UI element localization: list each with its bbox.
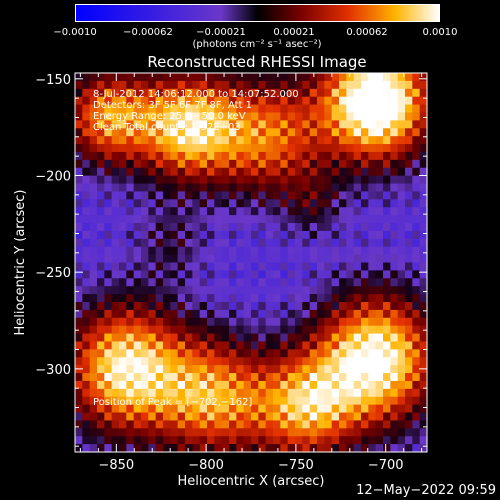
colorbar-gradient [76,5,439,21]
colorbar-tick-label: 0.0010 [422,27,458,38]
x-tick-label: −850 [98,458,134,473]
colorbar [75,4,440,22]
plot-frame [74,72,428,453]
colorbar-units-label: (photons cm⁻² s⁻¹ asec⁻²) [192,39,322,50]
colorbar-tick-label: 0.00062 [346,27,388,38]
y-axis-label: Heliocentric Y (arcsec) [13,190,28,336]
annotation-time-range: 8-Jul-2012 14:06:12.000 to 14:07:52.000 [93,89,299,100]
colorbar-tick-label: 0.00021 [273,27,315,38]
y-tick-label: −200 [35,169,71,184]
x-axis-label: Heliocentric X (arcsec) [178,474,325,489]
colorbar-tick-label: −0.00062 [123,27,173,38]
x-tick-label: −800 [188,458,224,473]
annotation-energy-range: Energy Range: 25.0 - 50.0 keV [93,111,246,122]
x-tick-label: −750 [278,458,314,473]
y-tick-label: −300 [35,363,71,378]
annotation-detectors: Detectors: 3F 5F 6F 7F 8F, Att 1 [93,100,253,111]
colorbar-tick-label: −0.0010 [53,27,97,38]
x-tick-label: −700 [368,458,404,473]
y-tick-label: −250 [35,266,71,281]
axis-ticks [75,73,427,452]
annotation-total-counts: Clean Total counts: 1.52E+03 [93,122,241,133]
annotation-peak-position: Position of Peak = [−702,−162] [93,397,253,408]
heatmap-image [75,73,428,453]
y-tick-label: −150 [35,73,71,88]
chart-title: Reconstructed RHESSI Image [147,53,367,71]
colorbar-tick-label: −0.00021 [196,27,246,38]
timestamp: 12−May−2022 09:59 [356,483,496,498]
